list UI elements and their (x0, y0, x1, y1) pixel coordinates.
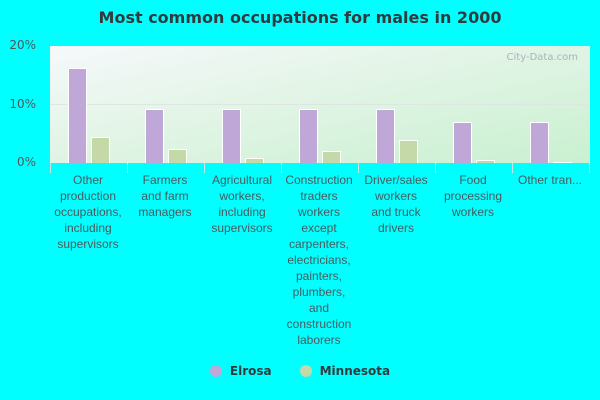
legend-swatch-icon (299, 365, 312, 377)
x-category-label: Farmers and farm managers (138, 173, 192, 219)
x-category-label: Other production occupations, including supe… (54, 173, 122, 251)
bar-elrosa[interactable] (145, 109, 164, 163)
bar-elrosa[interactable] (376, 109, 395, 163)
x-tick (358, 163, 359, 173)
x-tick (281, 163, 282, 173)
bar-elrosa[interactable] (299, 109, 318, 163)
legend-item-minnesota[interactable]: Minnesota (299, 364, 391, 378)
bar-elrosa[interactable] (222, 109, 241, 163)
bar-minnesota[interactable] (553, 161, 572, 163)
bar-minnesota[interactable] (168, 148, 187, 163)
bar-elrosa[interactable] (453, 122, 472, 163)
x-tick (50, 163, 51, 173)
x-tick (589, 163, 590, 173)
legend-label: Minnesota (319, 364, 391, 378)
legend: Elrosa Minnesota (0, 364, 600, 378)
legend-label: Elrosa (229, 364, 272, 378)
x-category-label: Driver/sales workers and truck drivers (364, 173, 428, 235)
bar-minnesota[interactable] (476, 160, 495, 163)
y-tick-label: 10% (9, 96, 36, 111)
legend-swatch-icon (209, 365, 222, 377)
legend-item-elrosa[interactable]: Elrosa (209, 364, 272, 378)
chart-title: Most common occupations for males in 200… (98, 8, 502, 27)
x-tick (204, 163, 205, 173)
bar-minnesota[interactable] (399, 140, 418, 163)
x-category-label: Agricultural workers, including supervisors (211, 173, 273, 235)
watermark: City-Data.com (506, 52, 578, 63)
bar-minnesota[interactable] (322, 151, 341, 163)
y-tick-label: 20% (9, 38, 36, 52)
x-tick (127, 163, 128, 173)
y-tick-label: 0% (16, 155, 36, 169)
x-category-label: Construction traders workers except carpente… (285, 173, 353, 347)
gridline-10 (50, 104, 590, 105)
x-category-label: Food processing workers (443, 173, 503, 219)
x-tick (435, 163, 436, 173)
x-category-label: Other tran... (517, 173, 583, 187)
bar-minnesota[interactable] (91, 137, 110, 163)
x-tick (512, 163, 513, 173)
bar-elrosa[interactable] (530, 122, 549, 163)
bar-elrosa[interactable] (68, 68, 87, 163)
plot-area: City-Data.com (50, 46, 590, 163)
bar-minnesota[interactable] (245, 158, 264, 163)
